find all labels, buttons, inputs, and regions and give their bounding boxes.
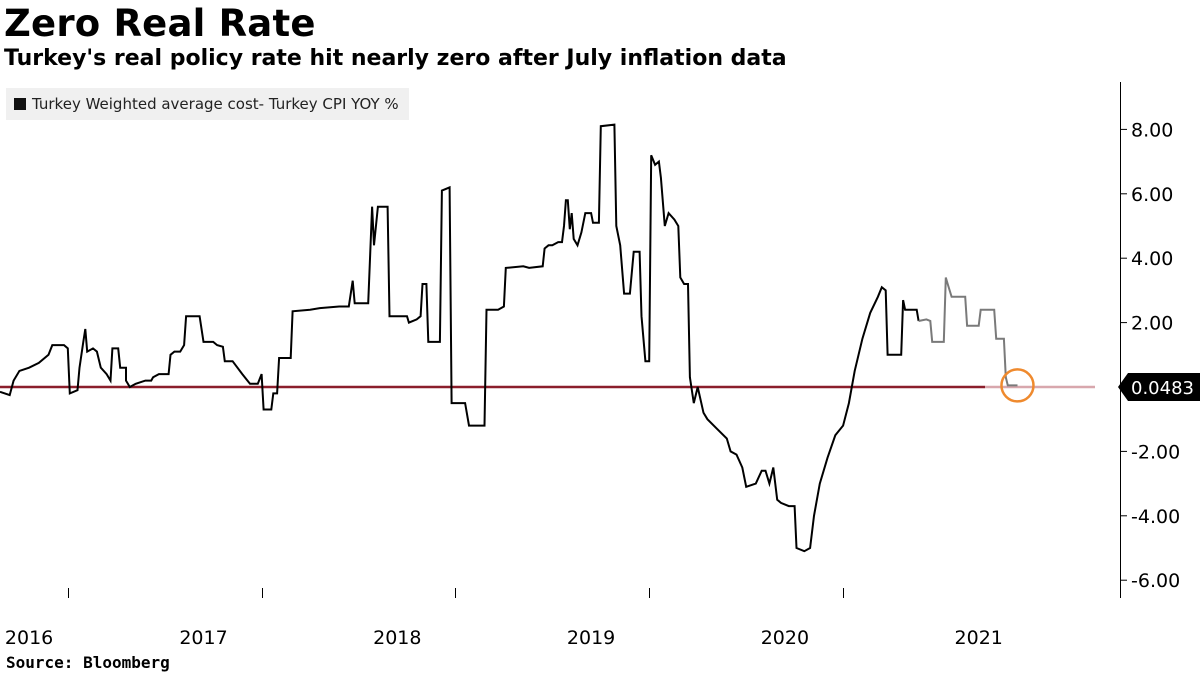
- last-value-highlight: [1000, 368, 1035, 403]
- chart-subtitle: Turkey's real policy rate hit nearly zer…: [4, 46, 787, 71]
- legend: Turkey Weighted average cost- Turkey CPI…: [6, 88, 409, 120]
- source-note: Source: Bloomberg: [6, 653, 170, 672]
- y-tick-label-5: -2.00: [1131, 441, 1180, 463]
- legend-swatch: [14, 98, 26, 110]
- x-tick-label-1: 2017: [179, 627, 227, 649]
- series-line: [0, 123, 920, 553]
- last-value-callout: [1118, 373, 1200, 401]
- last-value-label: 0.0483: [1131, 378, 1194, 399]
- y-tick-label-6: -4.00: [1131, 506, 1180, 528]
- x-tick-label-2: 2018: [373, 627, 421, 649]
- y-tick-label-2: 4.00: [1131, 248, 1173, 270]
- legend-label: Turkey Weighted average cost- Turkey CPI…: [32, 95, 399, 113]
- x-tick-label-0: 2016: [5, 627, 53, 649]
- y-tick-label-0: 8.00: [1131, 119, 1173, 141]
- y-tick-label-3: 2.00: [1131, 313, 1173, 335]
- x-tick-label-4: 2020: [761, 627, 809, 649]
- x-tick-label-3: 2019: [567, 627, 615, 649]
- x-tick-label-5: 2021: [955, 627, 1003, 649]
- series-line-recent: [918, 277, 1018, 387]
- y-tick-label-7: -6.00: [1131, 570, 1180, 592]
- y-tick-label-1: 6.00: [1131, 184, 1173, 206]
- chart-title: Zero Real Rate: [4, 2, 316, 45]
